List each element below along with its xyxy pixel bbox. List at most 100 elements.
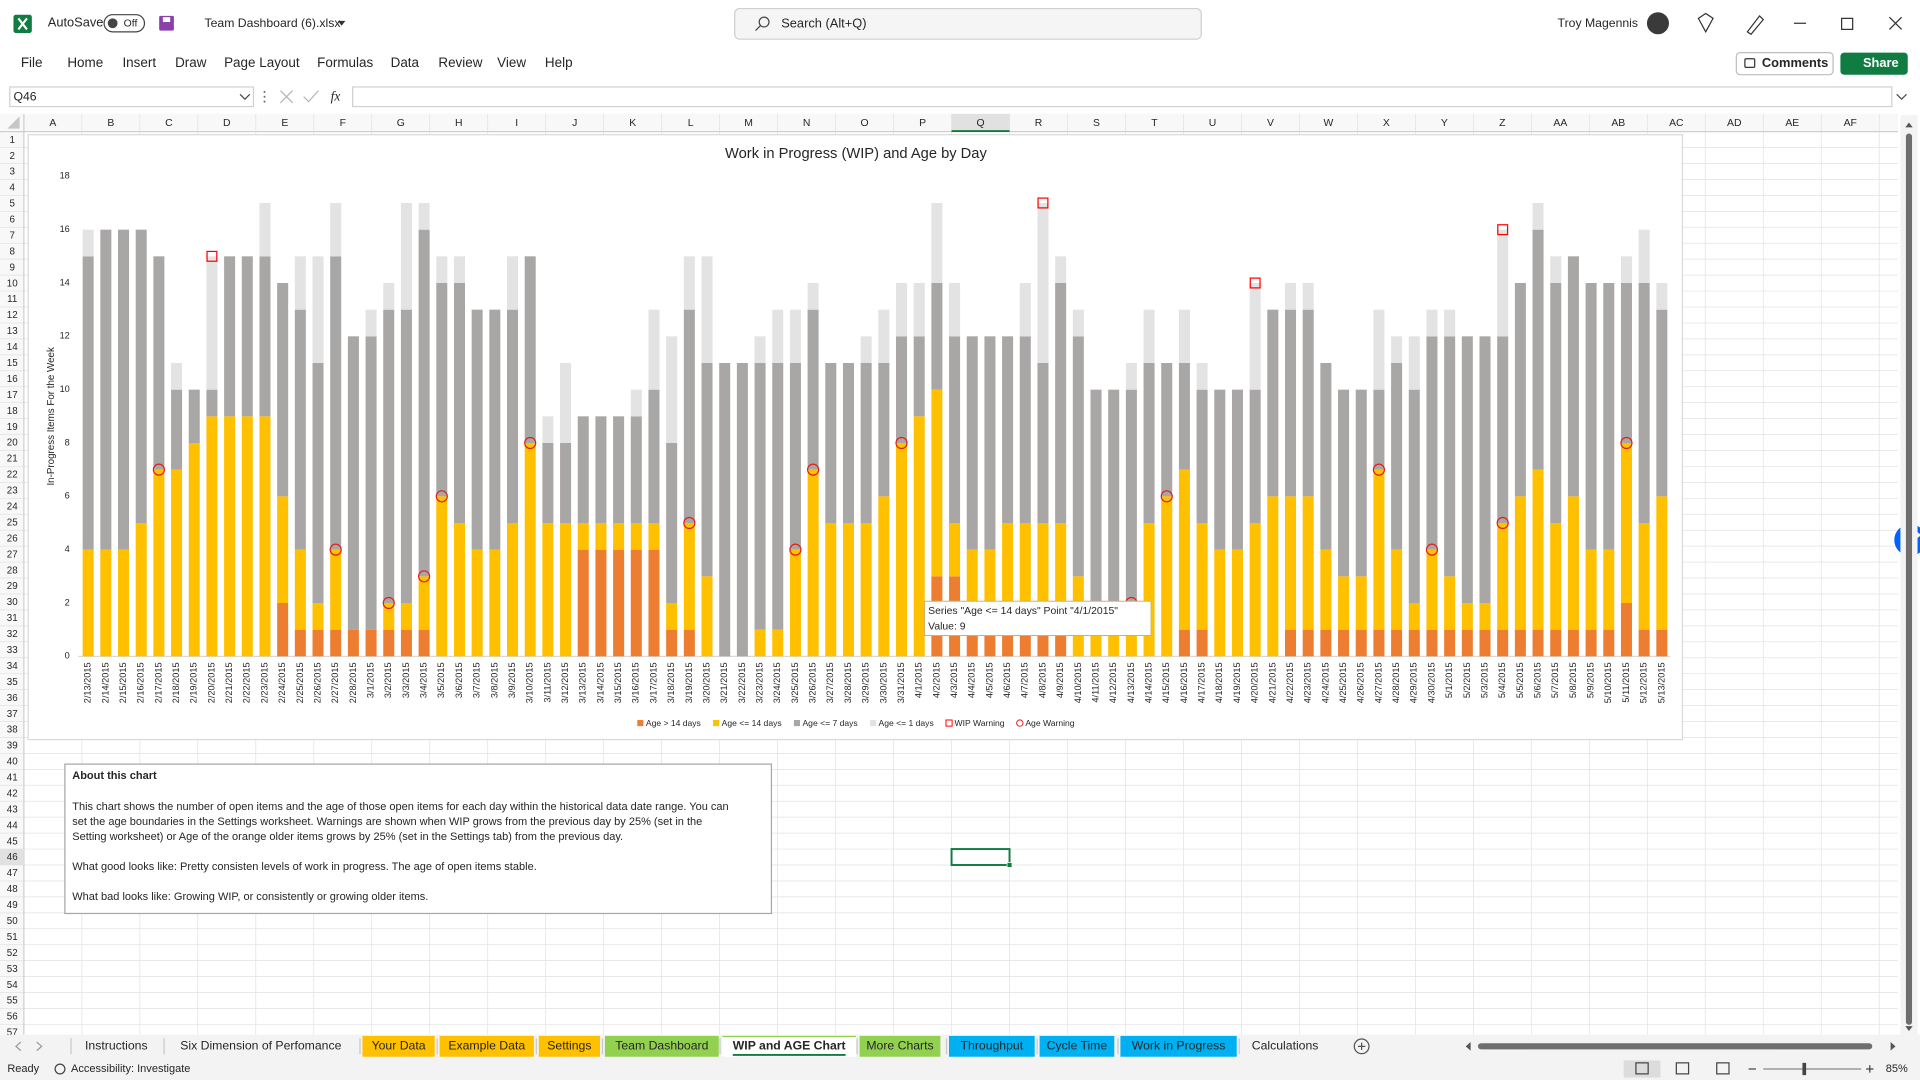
comments-button[interactable] xyxy=(1735,52,1834,76)
sheet-tab[interactable] xyxy=(538,1035,600,1057)
row-header[interactable]: 27 xyxy=(7,549,18,560)
column-header[interactable]: R xyxy=(1035,118,1043,129)
column-header[interactable]: AC xyxy=(1669,118,1684,129)
column-header[interactable]: U xyxy=(1209,118,1217,129)
sheet-tab[interactable] xyxy=(859,1035,941,1057)
sheet-tab[interactable] xyxy=(604,1035,719,1057)
column-header[interactable]: T xyxy=(1151,118,1158,129)
v-scroll-up[interactable] xyxy=(1905,122,1913,128)
column-header[interactable]: Y xyxy=(1441,118,1448,129)
tab-nav[interactable] xyxy=(14,1041,43,1052)
row-header[interactable]: 57 xyxy=(7,1028,18,1039)
menu-item[interactable]: Draw xyxy=(175,55,207,70)
row-header[interactable]: 1 xyxy=(10,135,15,146)
row-header[interactable]: 28 xyxy=(7,565,18,576)
row-header[interactable]: 38 xyxy=(7,725,18,736)
row-header[interactable]: 2 xyxy=(10,151,15,162)
row-header[interactable]: 44 xyxy=(7,820,18,831)
column-header[interactable]: J xyxy=(572,118,577,129)
row-header[interactable]: 51 xyxy=(7,932,18,943)
sheet-tab[interactable] xyxy=(362,1035,435,1057)
row-header[interactable]: 43 xyxy=(7,804,18,815)
menu-item[interactable]: Insert xyxy=(122,55,156,70)
name-box-arrow[interactable] xyxy=(239,93,251,101)
column-header[interactable]: AE xyxy=(1785,118,1799,129)
column-header[interactable]: G xyxy=(397,118,405,129)
name-box[interactable] xyxy=(9,86,255,108)
column-header[interactable]: F xyxy=(340,118,346,129)
sheet-tab-label[interactable]: Six Dimension of Perfomance xyxy=(180,1039,341,1053)
sheet-tab-label[interactable]: More Charts xyxy=(866,1039,933,1053)
column-header[interactable]: B xyxy=(107,118,114,129)
sheet-tab[interactable] xyxy=(439,1035,534,1057)
column-header[interactable]: AD xyxy=(1727,118,1741,129)
row-header[interactable]: 40 xyxy=(7,757,18,768)
row-header[interactable]: 41 xyxy=(7,773,18,784)
row-header[interactable]: 13 xyxy=(7,326,18,337)
row-header[interactable]: 36 xyxy=(7,693,18,704)
view-layout-icon[interactable] xyxy=(1675,1062,1690,1075)
sheet-tab-label[interactable]: WIP and AGE Chart xyxy=(733,1039,846,1053)
row-header[interactable]: 16 xyxy=(7,374,18,385)
row-header[interactable]: 37 xyxy=(7,709,18,720)
view-break-icon[interactable] xyxy=(1716,1062,1730,1075)
row-header[interactable]: 42 xyxy=(7,788,18,799)
column-header[interactable]: AB xyxy=(1611,118,1625,129)
sheet-tab[interactable] xyxy=(1039,1035,1115,1057)
column-header[interactable]: E xyxy=(281,118,288,129)
v-scroll-down[interactable] xyxy=(1905,1026,1913,1032)
column-header[interactable]: AA xyxy=(1553,118,1567,129)
close[interactable] xyxy=(1888,16,1903,30)
row-header[interactable]: 31 xyxy=(7,613,18,624)
row-header[interactable]: 12 xyxy=(7,310,18,321)
menu-item[interactable]: Review xyxy=(438,55,482,70)
menu-item[interactable]: Page Layout xyxy=(224,55,300,70)
column-header[interactable]: L xyxy=(688,118,694,129)
file-caret[interactable] xyxy=(337,20,346,26)
v-scroll-thumb[interactable] xyxy=(1905,133,1913,1025)
column-header[interactable]: V xyxy=(1267,118,1274,129)
column-header[interactable]: I xyxy=(515,118,518,129)
menu-item[interactable]: Data xyxy=(391,55,420,70)
zoom-level[interactable]: 85% xyxy=(1886,1063,1908,1075)
row-header[interactable]: 15 xyxy=(7,358,18,369)
row-header[interactable]: 55 xyxy=(7,996,18,1007)
column-header[interactable]: Z xyxy=(1499,118,1506,129)
sheet-tab-label[interactable]: Your Data xyxy=(372,1039,426,1053)
file-name[interactable]: Team Dashboard (6).xlsx xyxy=(204,16,340,30)
row-header[interactable]: 30 xyxy=(7,597,18,608)
restore[interactable] xyxy=(1841,17,1854,30)
row-header[interactable]: 48 xyxy=(7,884,18,895)
column-header[interactable]: K xyxy=(629,118,636,129)
row-header[interactable]: 47 xyxy=(7,868,18,879)
menu-item[interactable]: File xyxy=(21,55,43,70)
sheet-tab-label[interactable]: Instructions xyxy=(85,1039,148,1053)
column-header[interactable]: O xyxy=(861,118,869,129)
row-header[interactable]: 25 xyxy=(7,517,18,528)
row-header[interactable]: 23 xyxy=(7,486,18,497)
sheet-tab-label[interactable]: Calculations xyxy=(1252,1039,1319,1053)
row-header[interactable]: 29 xyxy=(7,581,18,592)
sheet-tab-label[interactable]: Throughput xyxy=(961,1039,1024,1053)
sheet-tab-label[interactable]: Work in Progress xyxy=(1132,1039,1226,1053)
menu-item[interactable]: View xyxy=(497,55,526,70)
sheet-tab-active[interactable] xyxy=(722,1035,856,1057)
zoom-plus[interactable] xyxy=(1866,1065,1874,1073)
sheet-tab[interactable] xyxy=(948,1035,1035,1057)
column-header[interactable]: D xyxy=(223,118,231,129)
sheet-tab-label[interactable]: Cycle Time xyxy=(1047,1039,1108,1053)
row-header[interactable]: 53 xyxy=(7,964,18,975)
formula-input[interactable] xyxy=(352,86,1893,108)
column-header[interactable]: S xyxy=(1093,118,1100,129)
row-header[interactable]: 26 xyxy=(7,533,18,544)
column-header[interactable]: M xyxy=(744,118,753,129)
row-header[interactable]: 35 xyxy=(7,677,18,688)
row-header[interactable]: 8 xyxy=(10,246,16,257)
column-header[interactable]: H xyxy=(455,118,463,129)
menu-item[interactable]: Home xyxy=(67,55,103,70)
row-header[interactable]: 56 xyxy=(7,1012,18,1023)
row-header[interactable]: 5 xyxy=(10,199,16,210)
column-header[interactable]: N xyxy=(803,118,811,129)
row-header[interactable]: 52 xyxy=(7,948,18,959)
row-header[interactable]: 32 xyxy=(7,629,18,640)
